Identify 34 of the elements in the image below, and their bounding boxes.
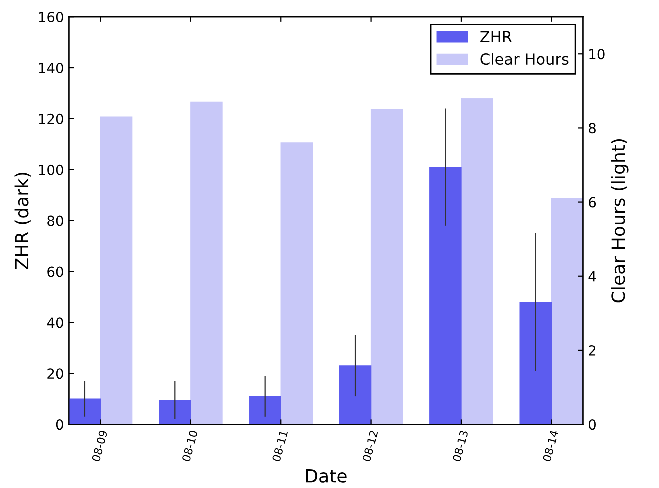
x-tick-label: 08-12 (362, 430, 378, 462)
bar (100, 116, 133, 425)
x-tick-label: 08-10 (182, 430, 198, 462)
bar (370, 109, 404, 425)
legend-label: Clear Hours (480, 53, 569, 66)
y-tick-label: 140 (39, 62, 64, 74)
y2-tick-label: 10 (590, 49, 605, 60)
bar (159, 400, 192, 425)
bar (249, 396, 282, 425)
y2-tick-label: 2 (589, 345, 596, 356)
y-tick-label: 120 (39, 114, 64, 124)
x-tick-label: 08-09 (92, 430, 108, 462)
bar (69, 398, 102, 425)
x-tick-label: 08-14 (542, 430, 559, 462)
bar (190, 102, 223, 425)
y-tick-label: 80 (48, 216, 64, 226)
x-tick-label: 08-13 (452, 430, 469, 462)
y2-tick-label: 0 (588, 420, 596, 430)
y-tick-label: 40 (47, 318, 64, 328)
y2-tick-label: 6 (589, 197, 596, 208)
y-tick-label: 100 (39, 164, 64, 176)
x-axis-title: Date (306, 470, 347, 483)
y-tick-label: 20 (48, 368, 64, 380)
y-tick-label: 0 (56, 420, 64, 430)
legend-label: ZHR (480, 31, 512, 42)
y-tick-label: 160 (39, 12, 64, 23)
x-tick-label: 08-11 (272, 430, 288, 462)
y2-tick-label: 4 (588, 272, 596, 282)
bar (280, 142, 314, 425)
y-tick-label: 60 (48, 266, 64, 278)
bar (339, 366, 372, 425)
y-axis-title: ZHR (dark) (14, 173, 31, 270)
y2-tick-label: 8 (589, 123, 596, 134)
y2-axis-title: Clear Hours (light) (611, 140, 629, 303)
